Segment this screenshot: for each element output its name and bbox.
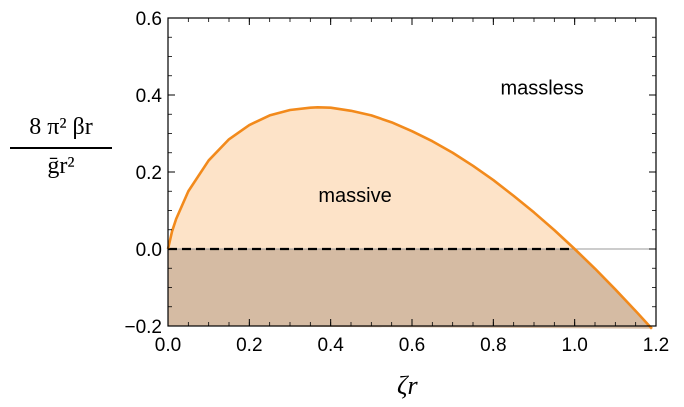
fraction-bar	[10, 147, 112, 149]
beta-function-curve	[166, 106, 653, 330]
y-tick-label: 0.2	[136, 163, 162, 184]
x-tick-label: 1.2	[643, 335, 669, 356]
massless-label: massless	[500, 77, 583, 99]
y-tick-label: 0.6	[136, 9, 162, 30]
annotations-layer: massless massive	[318, 77, 583, 207]
y-tick-label: 0.0	[136, 240, 162, 261]
y-axis-label-denominator: ḡr²	[47, 152, 75, 179]
fill-regions	[168, 107, 652, 329]
x-axis-label: ζr	[397, 371, 418, 400]
x-tick-label: 0.6	[399, 335, 425, 356]
x-tick-label: 0.8	[480, 335, 506, 356]
x-tick-label: 1.0	[561, 335, 587, 356]
massive-region	[168, 107, 575, 249]
massive-label: massive	[318, 185, 391, 207]
x-tick-label: 0.4	[317, 335, 344, 356]
x-tick-label: 0.0	[155, 335, 181, 356]
y-tick-label: −0.2	[124, 317, 162, 338]
ticks-layer: 0.0 0.2 0.4 0.6 0.8 1.0 1.2−0.20.00.20.40.6	[124, 9, 669, 356]
negative-region	[168, 249, 652, 329]
lines-layer	[166, 106, 656, 330]
y-axis-label-numerator: 8 π² βr	[29, 114, 93, 140]
y-axis-label: 8 π² βr ḡr²	[6, 114, 116, 180]
y-tick-label: 0.4	[136, 86, 163, 107]
x-tick-label: 0.2	[236, 335, 262, 356]
